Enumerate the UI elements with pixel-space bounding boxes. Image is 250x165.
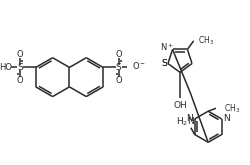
Text: S: S — [161, 59, 167, 68]
Text: S: S — [161, 59, 167, 68]
Text: O: O — [17, 76, 24, 85]
Text: N: N — [186, 115, 193, 123]
Text: S: S — [116, 63, 121, 72]
Text: S: S — [17, 63, 23, 72]
Text: CH$_3$: CH$_3$ — [224, 102, 240, 115]
Text: CH$_3$: CH$_3$ — [198, 34, 214, 47]
Text: O: O — [115, 76, 122, 85]
Text: O: O — [115, 50, 122, 59]
Text: HO: HO — [0, 63, 12, 72]
Text: O: O — [17, 50, 24, 59]
Text: OH: OH — [173, 101, 187, 110]
Text: N$^+$: N$^+$ — [160, 42, 173, 53]
Text: H$_2$N: H$_2$N — [176, 116, 196, 128]
Text: N: N — [224, 115, 230, 123]
Text: O$^-$: O$^-$ — [132, 60, 146, 71]
